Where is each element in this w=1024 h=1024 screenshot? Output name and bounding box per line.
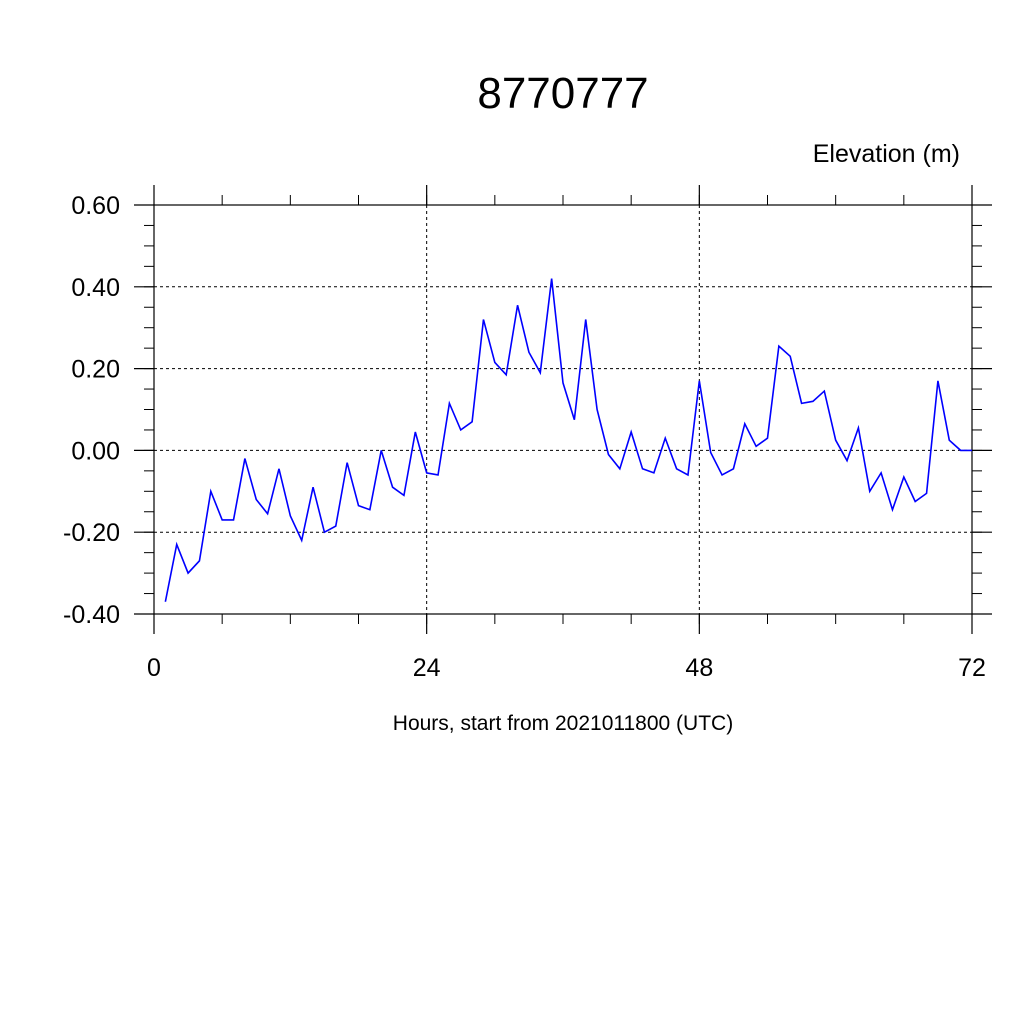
- x-tick-label: 72: [958, 654, 986, 682]
- y-tick-label: -0.20: [63, 519, 120, 547]
- y-tick-label: 0.40: [71, 274, 120, 302]
- chart-title: 8770777: [477, 69, 648, 118]
- tick-labels: -0.40 -0.20 0.00 0.20 0.40 0.60 0 24 48 72: [63, 192, 986, 682]
- axis-ticks: [134, 185, 992, 634]
- x-tick-label: 24: [413, 654, 441, 682]
- x-tick-label: 0: [147, 654, 161, 682]
- y-tick-label: -0.40: [63, 601, 120, 629]
- y-axis-label: Elevation (m): [813, 140, 960, 168]
- plot-frame: [153, 204, 973, 615]
- y-tick-label: 0.60: [71, 192, 120, 220]
- y-tick-label: 0.20: [71, 356, 120, 384]
- data-series: [164, 278, 972, 602]
- grid-lines: [153, 204, 973, 615]
- y-tick-label: 0.00: [71, 437, 120, 465]
- x-axis-label: Hours, start from 2021011800 (UTC): [393, 712, 733, 735]
- elevation-series-line: [164, 278, 972, 602]
- x-tick-label: 48: [685, 654, 713, 682]
